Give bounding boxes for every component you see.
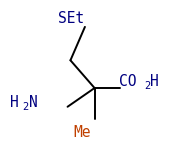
Text: 2: 2 xyxy=(22,102,28,112)
Text: H: H xyxy=(150,74,158,89)
Text: SEt: SEt xyxy=(58,11,84,26)
Text: CO: CO xyxy=(119,74,136,89)
Text: N: N xyxy=(29,95,37,110)
Text: H: H xyxy=(10,95,18,110)
Text: 2: 2 xyxy=(144,81,150,91)
Text: Me: Me xyxy=(73,125,91,140)
